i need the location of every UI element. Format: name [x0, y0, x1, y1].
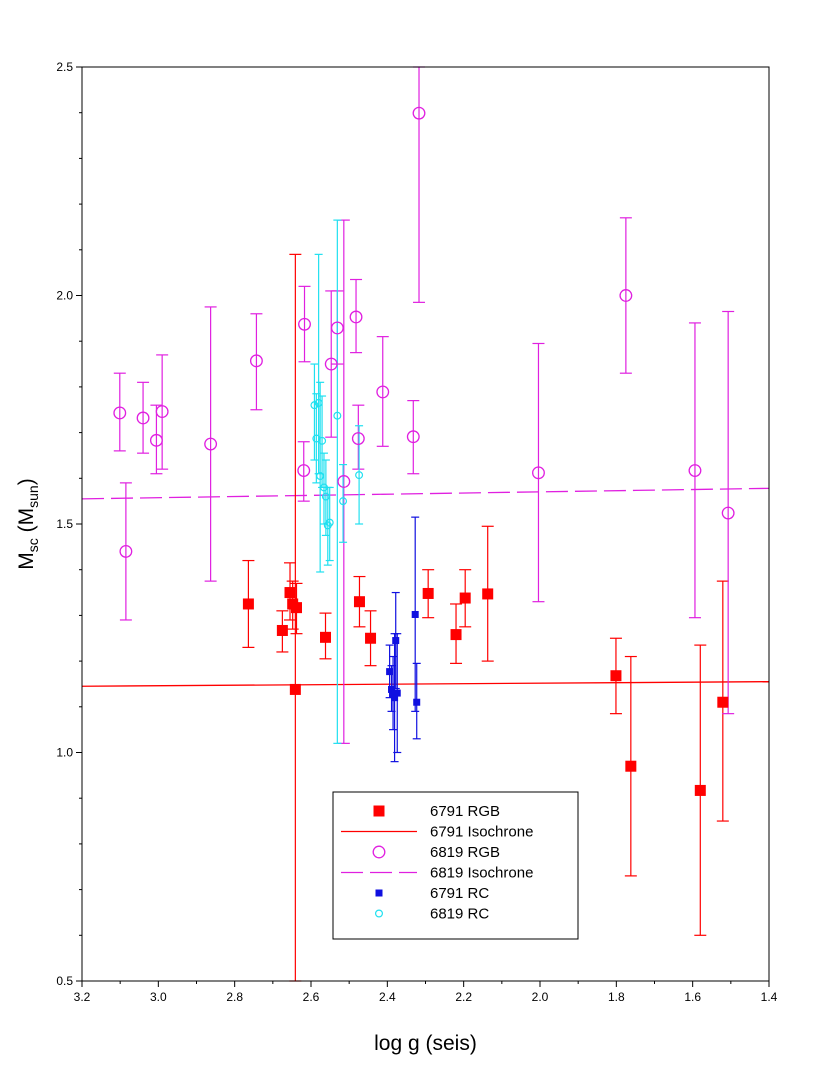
legend-swatch-marker: [375, 909, 384, 918]
plot-frame: [81, 66, 770, 982]
data-point-6819-rc: [319, 483, 328, 492]
legend-label: 6791 RC: [430, 885, 489, 902]
data-point-6791-rgb: [610, 670, 622, 682]
data-point-6819-rgb: [297, 464, 311, 477]
data-point-6819-rc: [325, 518, 334, 527]
y-tick-label: 0.5: [56, 974, 73, 988]
legend-item-6819-rc: 6819 RC: [375, 906, 489, 923]
isochrone-6791-isochrone: [81, 681, 770, 687]
legend-label: 6819 RC: [430, 906, 489, 923]
data-point-6819-rgb: [249, 354, 263, 368]
x-tick-label: 2.0: [532, 990, 549, 1004]
legend-label: 6819 RGB: [430, 844, 500, 861]
data-point-6791-rgb: [625, 760, 637, 772]
data-point-6791-rgb: [320, 631, 332, 643]
data-point-6791-rgb: [284, 587, 296, 599]
data-point-6819-rgb: [136, 411, 150, 425]
data-point-6819-rgb: [406, 430, 420, 444]
data-point-6819-rc: [321, 492, 330, 501]
data-point-6791-rc: [386, 668, 394, 676]
legend-item-6819-isochrone: 6819 Isochrone: [341, 865, 533, 882]
isochrone-layer: [81, 487, 770, 687]
y-tick-label: 1.5: [56, 517, 73, 531]
data-point-6819-rgb: [337, 475, 351, 488]
y-tick-label: 2.0: [56, 289, 73, 303]
data-point-6819-rgb: [619, 289, 633, 302]
x-tick-label: 3.2: [74, 990, 91, 1004]
data-point-6791-rgb: [289, 683, 301, 695]
legend-label: 6791 Isochrone: [430, 824, 533, 841]
x-tick-label: 3.0: [150, 990, 167, 1004]
data-point-6819-rgb: [113, 406, 127, 420]
legend-item-6791-isochrone: 6791 Isochrone: [341, 824, 533, 841]
x-tick-label: 2.6: [303, 990, 320, 1004]
data-point-6819-rgb: [688, 464, 702, 477]
y-axis-title: Msc (Msun): [15, 478, 41, 569]
data-point-6791-rgb: [717, 696, 729, 708]
x-tick-label: 1.6: [684, 990, 701, 1004]
data-point-6819-rgb: [532, 466, 545, 480]
data-point-6819-rgb: [155, 405, 169, 419]
legend-label: 6791 RGB: [430, 803, 500, 820]
data-point-6791-rgb: [694, 784, 706, 796]
data-point-6791-rgb: [450, 629, 462, 641]
data-point-6819-rc: [355, 471, 364, 480]
data-point-6791-rgb: [276, 624, 288, 636]
data-point-6819-rgb: [349, 310, 363, 324]
data-point-6819-rc: [339, 497, 348, 506]
data-point-6791-rgb: [290, 602, 302, 614]
legend-label: 6819 Isochrone: [430, 865, 533, 882]
data-point-6819-rgb: [324, 357, 338, 371]
legend-swatch-marker: [375, 889, 383, 897]
error-bar-layer: [113, 66, 735, 982]
data-point-6791-rgb: [459, 592, 471, 604]
data-point-6819-rgb: [351, 432, 365, 445]
data-point-6819-rc: [316, 472, 325, 481]
legend-item-6791-rgb: 6791 RGB: [373, 803, 500, 820]
data-point-6819-rc: [333, 411, 342, 420]
legend-item-6791-rc: 6791 RC: [375, 885, 489, 902]
marker-layer: [113, 106, 735, 796]
data-point-6791-rc: [393, 689, 401, 697]
data-point-6791-rgb: [353, 596, 365, 608]
x-tick-label: 2.4: [379, 990, 396, 1004]
y-tick-label: 2.5: [56, 60, 73, 74]
tick-label-layer: 3.2 3.0 2.8 2.6 2.4 2.2 2.0 1.8 1.6 1.4 0.5 1.0 1.5 2…: [56, 60, 777, 1004]
data-point-6819-rgb: [412, 106, 426, 120]
legend-item-6819-rgb: 6819 RGB: [372, 844, 500, 861]
x-tick-label: 2.8: [226, 990, 243, 1004]
data-point-6791-rgb: [242, 598, 254, 610]
data-point-6819-rgb: [330, 321, 344, 335]
data-point-6819-rgb: [119, 544, 133, 558]
x-axis-title: log g (seis): [374, 1032, 477, 1055]
x-tick-label: 1.8: [608, 990, 625, 1004]
data-point-6819-rgb: [204, 437, 218, 451]
data-point-6791-rgb: [365, 632, 377, 644]
data-point-6819-rgb: [298, 317, 311, 331]
y-tick-label: 1.0: [56, 746, 73, 760]
data-point-6819-rc: [314, 398, 323, 407]
data-point-6791-rgb: [422, 587, 434, 599]
data-point-6819-rgb: [376, 385, 390, 399]
legend-swatch-marker: [372, 845, 386, 859]
data-point-6791-rc: [389, 690, 397, 698]
data-point-6791-rc: [392, 637, 400, 645]
data-point-6819-rc: [310, 401, 319, 410]
data-point-6819-rc: [318, 436, 327, 445]
isochrone-6819-isochrone: [81, 487, 770, 500]
legend-swatch-marker: [373, 805, 385, 817]
x-tick-label: 2.2: [455, 990, 472, 1004]
data-point-6819-rgb: [149, 433, 163, 447]
data-point-6791-rc: [388, 685, 396, 693]
data-point-6791-rc: [411, 610, 419, 618]
data-point-6791-rc: [413, 698, 421, 706]
legend: 6791 RGB 6791 Isochrone 6819 RGB 6819 Isoch…: [332, 791, 579, 940]
x-tick-label: 1.4: [761, 990, 778, 1004]
data-point-6819-rgb: [721, 506, 735, 520]
data-point-6791-rc: [391, 694, 399, 702]
data-point-6791-rgb: [482, 588, 494, 600]
